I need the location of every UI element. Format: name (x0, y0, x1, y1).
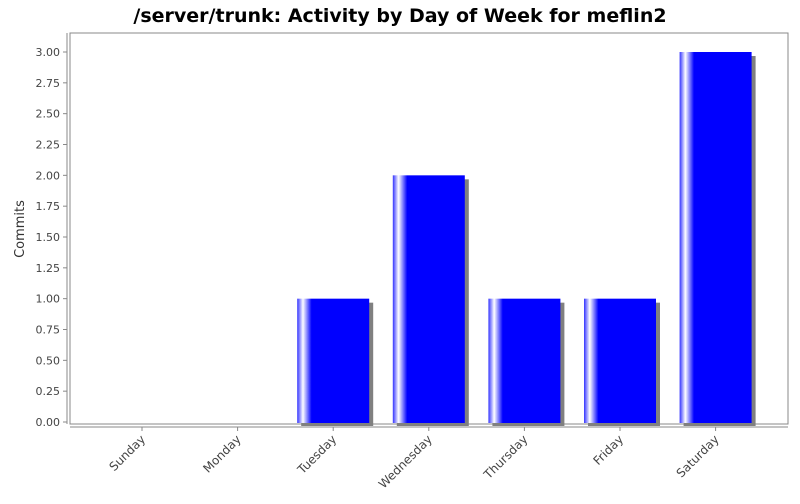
y-tick-label: 1.00 (36, 293, 61, 306)
x-tick-label: Tuesday (294, 432, 339, 477)
bar-thursday (488, 298, 561, 423)
x-tick-label: Friday (591, 432, 627, 468)
chart-title: /server/trunk: Activity by Day of Week f… (133, 5, 666, 27)
y-tick-label: 1.75 (36, 200, 61, 213)
y-tick-label: 2.50 (36, 108, 61, 121)
y-tick-label: 0.75 (36, 324, 61, 337)
y-tick-label: 3.00 (36, 46, 61, 59)
y-tick-label: 1.50 (36, 231, 61, 244)
x-tick-label: Saturday (674, 432, 722, 480)
y-axis-label: Commits (13, 200, 28, 258)
x-tick-label: Thursday (480, 432, 530, 482)
bar-tuesday (297, 298, 370, 423)
bar-saturday (679, 52, 752, 423)
y-tick-label: 0.25 (36, 385, 61, 398)
y-tick-label: 0.00 (36, 416, 61, 429)
x-tick-label: Wednesday (376, 432, 435, 491)
bar-wednesday (392, 175, 465, 423)
y-tick-label: 2.25 (36, 139, 61, 152)
y-tick-label: 0.50 (36, 354, 61, 367)
x-tick-label: Monday (200, 432, 243, 475)
y-tick-label: 2.75 (36, 77, 61, 90)
y-tick-label: 2.00 (36, 169, 61, 182)
bar-friday (584, 298, 656, 423)
y-tick-label: 1.25 (36, 262, 61, 275)
x-tick-label: Sunday (106, 432, 148, 474)
